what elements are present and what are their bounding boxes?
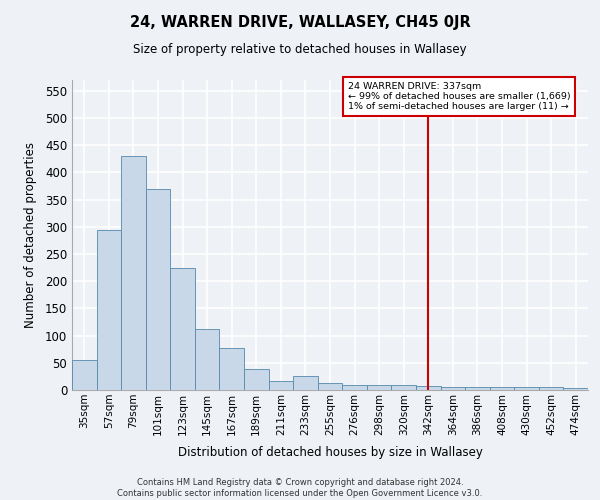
Bar <box>490 388 514 390</box>
Text: Contains HM Land Registry data © Crown copyright and database right 2024.
Contai: Contains HM Land Registry data © Crown c… <box>118 478 482 498</box>
Bar <box>563 388 588 390</box>
Bar <box>391 385 416 390</box>
Bar <box>318 383 342 390</box>
Bar <box>416 386 440 390</box>
Bar <box>293 376 318 390</box>
Bar <box>72 360 97 390</box>
Bar <box>539 388 563 390</box>
Bar <box>195 328 220 390</box>
Bar <box>367 385 391 390</box>
X-axis label: Distribution of detached houses by size in Wallasey: Distribution of detached houses by size … <box>178 446 482 459</box>
Text: 24, WARREN DRIVE, WALLASEY, CH45 0JR: 24, WARREN DRIVE, WALLASEY, CH45 0JR <box>130 15 470 30</box>
Bar <box>121 156 146 390</box>
Bar <box>465 388 490 390</box>
Bar <box>244 369 269 390</box>
Bar <box>97 230 121 390</box>
Bar <box>146 189 170 390</box>
Text: Size of property relative to detached houses in Wallasey: Size of property relative to detached ho… <box>133 42 467 56</box>
Bar <box>269 382 293 390</box>
Bar <box>170 268 195 390</box>
Bar <box>514 388 539 390</box>
Bar <box>440 388 465 390</box>
Y-axis label: Number of detached properties: Number of detached properties <box>23 142 37 328</box>
Bar <box>342 385 367 390</box>
Text: 24 WARREN DRIVE: 337sqm
← 99% of detached houses are smaller (1,669)
1% of semi-: 24 WARREN DRIVE: 337sqm ← 99% of detache… <box>348 82 571 112</box>
Bar <box>220 348 244 390</box>
